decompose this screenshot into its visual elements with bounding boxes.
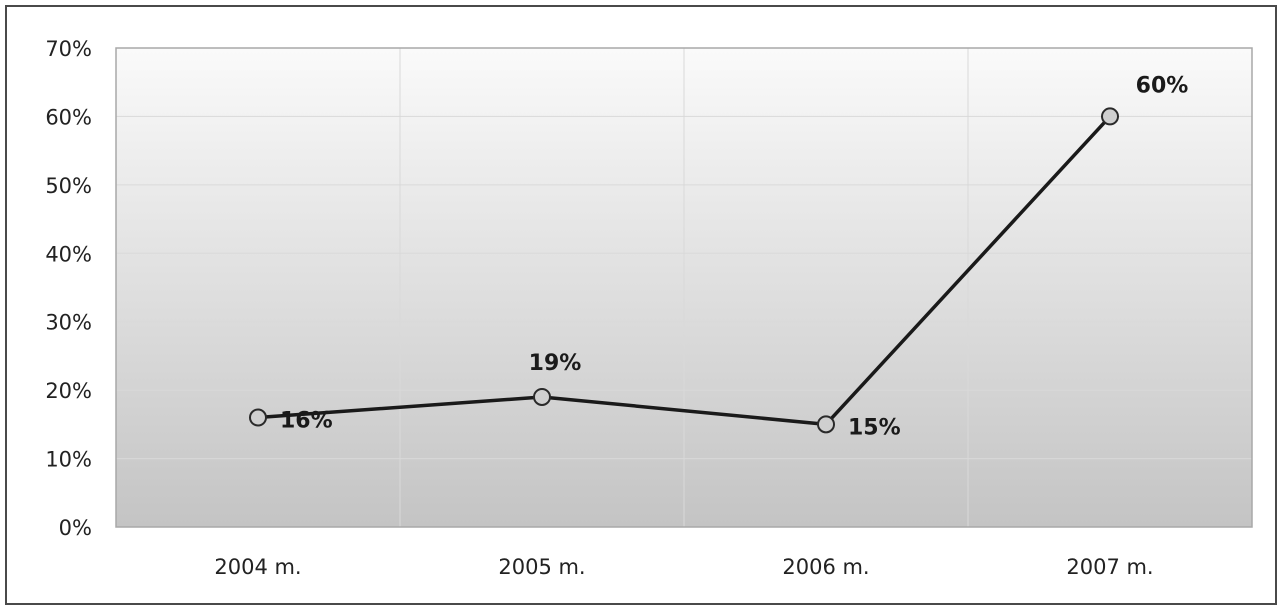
y-axis-tick-labels: 0% 10% 20% 30% 40% 50% 60% 70% <box>45 37 92 540</box>
data-label: 60% <box>1136 73 1189 98</box>
series-line-group <box>249 107 1119 434</box>
plot-border <box>115 47 1253 528</box>
data-label: 19% <box>529 351 582 376</box>
y-tick-label: 10% <box>45 448 92 472</box>
y-tick-label: 50% <box>45 174 92 198</box>
data-label: 15% <box>848 415 901 440</box>
y-tick-label: 30% <box>45 311 92 335</box>
data-label: 16% <box>280 409 333 434</box>
x-tick-label: 2006 m. <box>782 555 869 579</box>
data-label-group: 16% 19% 15% 60% <box>280 73 1188 440</box>
x-tick-label: 2007 m. <box>1066 555 1153 579</box>
x-tick-label: 2004 m. <box>214 555 301 579</box>
y-tick-label: 40% <box>45 242 92 266</box>
y-tick-label: 20% <box>45 379 92 403</box>
x-tick-label: 2005 m. <box>498 555 585 579</box>
series-line <box>256 114 1112 427</box>
data-point-marker <box>817 415 835 434</box>
y-tick-label: 0% <box>59 516 92 540</box>
y-tick-label: 60% <box>45 105 92 129</box>
data-point-marker <box>1101 107 1119 126</box>
data-point-marker <box>533 387 551 406</box>
y-tick-label: 70% <box>45 37 92 61</box>
x-axis-tick-labels: 2004 m. 2005 m. 2006 m. 2007 m. <box>214 555 1153 579</box>
data-point-marker <box>249 408 267 427</box>
